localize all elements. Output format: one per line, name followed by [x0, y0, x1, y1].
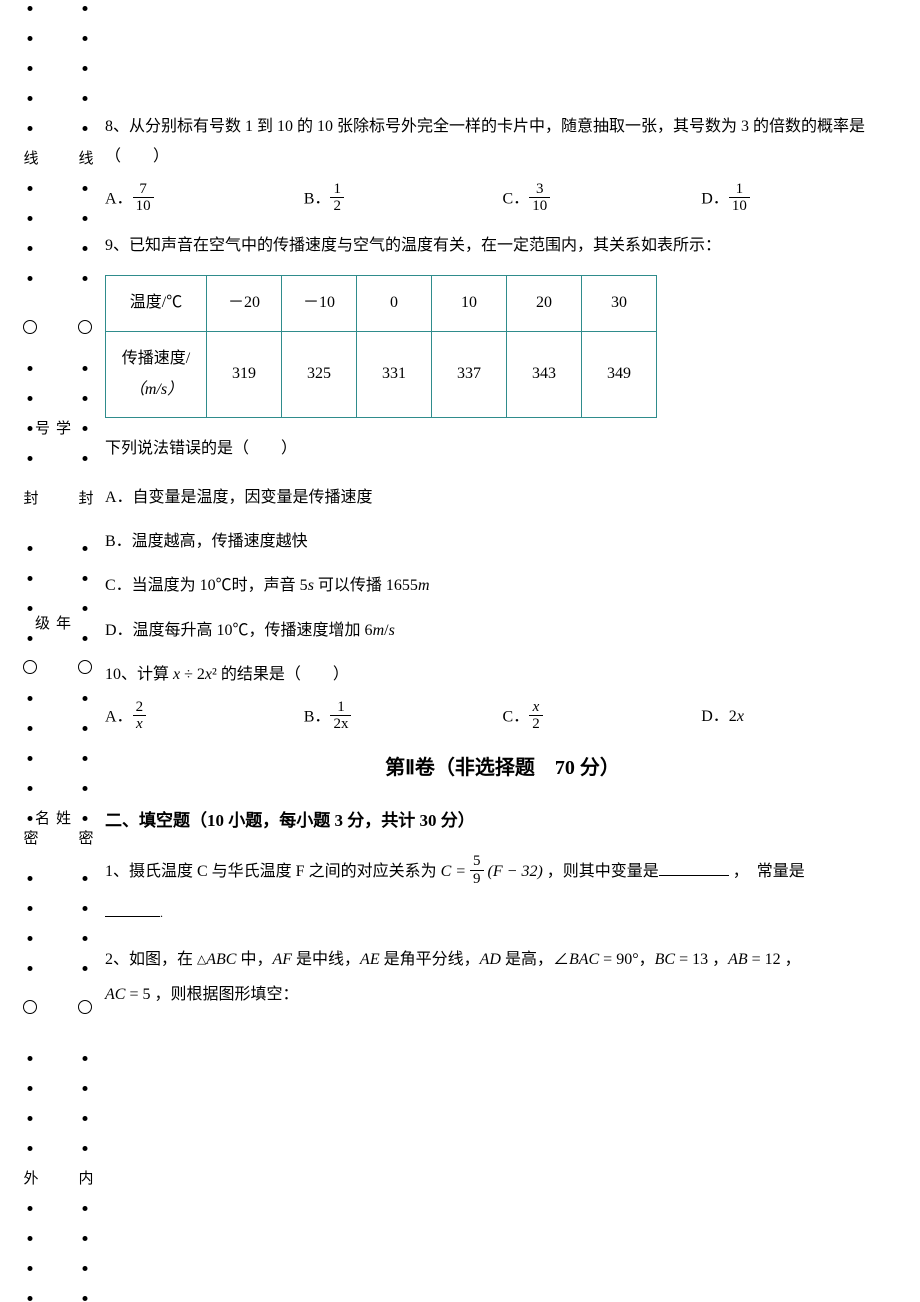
q9-after: 下列说法错误的是（ ） [105, 434, 900, 464]
gutter-label-seal2: 封 [75, 490, 96, 507]
blank-constant[interactable] [105, 909, 160, 918]
inner-gutter: 线 封 密 内 [70, 0, 100, 1302]
gutter-label-outside: 外 [20, 1170, 41, 1187]
fill-q1: 1、摄氏温度 C 与华氏温度 F 之间的对应关系为 C = 59 (F − 32… [105, 851, 900, 934]
q8-opt-b: B．12 [304, 183, 503, 217]
q9-opt-a: A．自变量是温度，因变量是传播速度 [105, 483, 900, 513]
fill-header: 二、填空题（10 小题，每小题 3 分，共计 30 分） [105, 805, 900, 837]
label-student-id: 学 号 [31, 420, 73, 462]
q10-options: A．2x B．12x C．x2 D．2x [105, 701, 900, 735]
q9-opt-d: D．温度每升高 10℃，传播速度增加 6m/s [105, 616, 900, 646]
blank-variable[interactable] [659, 860, 729, 876]
q10-opt-d: D．2x [701, 702, 900, 732]
section2-title: 第Ⅱ卷（非选择题 70 分） [105, 749, 900, 787]
q10-opt-a: A．2x [105, 701, 304, 735]
label-grade: 年 级 [31, 615, 73, 657]
q10-stem: 10、计算 x ÷ 2x² 的结果是（ ） [105, 660, 900, 690]
q10-opt-c: C．x2 [503, 701, 702, 735]
q10-opt-b: B．12x [304, 701, 503, 735]
q8-options: A．710 B．12 C．310 D．110 [105, 183, 900, 217]
q9-stem: 9、已知声音在空气中的传播速度与空气的温度有关，在一定范围内，其关系如表所示： [105, 231, 900, 261]
label-name: 姓 名 [31, 810, 73, 852]
gutter-label-inside: 内 [75, 1170, 96, 1187]
q9-opt-b: B．温度越高，传播速度越快 [105, 527, 900, 557]
fill-q2: 2、如图，在 △ABC 中，AF 是中线，AE 是角平分线，AD 是高，∠BAC… [105, 942, 900, 1012]
table-row: 传播速度/ （m/s） 319 325 331 337 343 349 [106, 332, 657, 418]
q8-opt-a: A．710 [105, 183, 304, 217]
q8-stem: 8、从分别标有号数 1 到 10 的 10 张除标号外完全一样的卡片中，随意抽取… [105, 112, 900, 173]
q8-opt-d: D．110 [701, 183, 900, 217]
gutter-label-line2: 线 [75, 150, 96, 167]
q9-opt-c: C．当温度为 10℃时，声音 5s 可以传播 1655m [105, 571, 900, 601]
q9-r2-lbl: 传播速度/ （m/s） [106, 332, 207, 418]
page-content: 8、从分别标有号数 1 到 10 的 10 张除标号外完全一样的卡片中，随意抽取… [105, 0, 900, 1302]
gutter-label-line: 线 [20, 150, 41, 167]
q9-table: 温度/℃ －20 －10 0 10 20 30 传播速度/ （m/s） 319 … [105, 275, 657, 418]
q8-opt-c: C．310 [503, 183, 702, 217]
gutter-label-secret2: 密 [75, 830, 96, 847]
q9-r1-lbl: 温度/℃ [106, 276, 207, 332]
table-row: 温度/℃ －20 －10 0 10 20 30 [106, 276, 657, 332]
gutter-label-seal: 封 [20, 490, 41, 507]
